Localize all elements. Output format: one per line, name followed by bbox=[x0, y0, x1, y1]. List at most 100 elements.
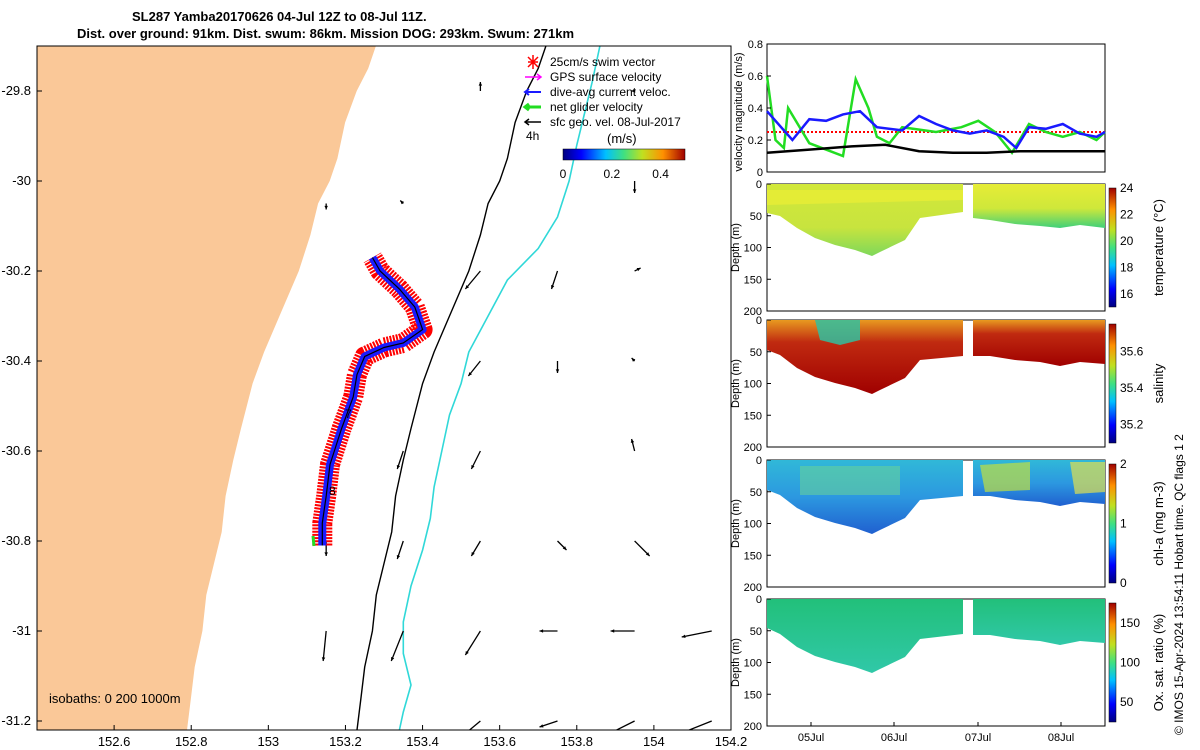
map-xtick-label: 154 bbox=[643, 734, 665, 749]
chla-high-patch bbox=[980, 462, 1030, 492]
credit-text: © IMOS 15-Apr-2024 13:54:11 Hobart time.… bbox=[1172, 434, 1186, 735]
chla-ytick-label: 100 bbox=[744, 519, 762, 531]
temperature-panel bbox=[766, 183, 1106, 312]
geo-vector-16 bbox=[470, 540, 481, 557]
geo-vector-15 bbox=[396, 540, 404, 560]
oxygen-ytick-label: 150 bbox=[744, 689, 762, 701]
salinity-panel bbox=[766, 319, 1106, 448]
salinity-colorbar-tick: 35.2 bbox=[1120, 418, 1144, 432]
temperature-colorbar-tick: 22 bbox=[1120, 207, 1134, 221]
salinity-colorbar-tick: 35.6 bbox=[1120, 344, 1144, 358]
velocity-ytick-label: 0.2 bbox=[748, 135, 763, 147]
geo-vector-23 bbox=[610, 629, 635, 633]
geo-vector-6 bbox=[550, 270, 559, 290]
chla-colorbar-tick: 1 bbox=[1120, 517, 1127, 531]
velocity-series-3 bbox=[766, 143, 1105, 155]
net-glider-marker bbox=[311, 535, 316, 547]
map-colorbar-tick: 0.2 bbox=[603, 167, 620, 181]
temperature-ylabel: Depth (m) bbox=[730, 223, 742, 272]
geo-vector-26 bbox=[539, 720, 558, 728]
map-ytick-label: -30.6 bbox=[1, 443, 31, 458]
map-ytick-label: -30.8 bbox=[1, 533, 31, 548]
velocity-series-1 bbox=[765, 74, 1106, 158]
velocity-ylabel: velocity magnitude (m/s) bbox=[733, 52, 745, 171]
temperature-ytick-label: 100 bbox=[744, 243, 762, 255]
geo-vector-24 bbox=[681, 630, 712, 638]
salinity-fresh-patch bbox=[815, 320, 860, 345]
map-xtick-label: 154.2 bbox=[715, 734, 748, 749]
chla-panel bbox=[766, 459, 1106, 588]
map-xtick-label: 153 bbox=[257, 734, 279, 749]
salinity-colorbar-tick: 35.4 bbox=[1120, 381, 1144, 395]
velocity-ytick-label: 0.6 bbox=[748, 71, 763, 83]
coastline bbox=[356, 46, 547, 730]
map-xtick-label: 152.8 bbox=[175, 734, 208, 749]
salinity-ytick-label: 100 bbox=[744, 379, 762, 391]
legend-icon-dive-avg bbox=[523, 88, 541, 96]
map-colorbar-tick: 0.4 bbox=[652, 167, 669, 181]
map-frame bbox=[36, 45, 732, 731]
map-legend: 25cm/s swim vector GPS surface velocity … bbox=[522, 55, 681, 129]
temperature-colorbar bbox=[1108, 187, 1117, 308]
profile-axes: 0 50 100 150 200 Depth (m) 0 50 100 150 200 Depth (… bbox=[730, 179, 771, 733]
chla-colorbar-tick: 2 bbox=[1120, 457, 1127, 471]
oxygen-ytick-label: 200 bbox=[744, 721, 762, 733]
legend-icon-gps-velocity bbox=[525, 73, 543, 81]
salinity-ytick-label: 200 bbox=[744, 442, 762, 454]
map-ytick-label: -31 bbox=[12, 623, 31, 638]
map-colorbar: 0 0.2 0.4 bbox=[560, 148, 686, 181]
geo-vector-4 bbox=[632, 181, 637, 193]
geo-vector-28 bbox=[687, 720, 712, 730]
map-ytick-label: -30.4 bbox=[1, 353, 31, 368]
salinity-colorbar-label: salinity bbox=[1151, 363, 1166, 403]
map-ytick-label: -30 bbox=[12, 173, 31, 188]
geo-vector-22 bbox=[539, 629, 558, 633]
temperature-colorbar-tick: 24 bbox=[1120, 181, 1134, 195]
oxygen-ytick-label: 50 bbox=[750, 626, 762, 638]
geo-vector-19 bbox=[321, 630, 327, 662]
velocity-series bbox=[765, 74, 1106, 158]
chla-colorbar bbox=[1108, 463, 1117, 584]
isobath-1000m bbox=[398, 46, 601, 730]
chla-ytick-label: 150 bbox=[744, 550, 762, 562]
legend-label-net-glider: net glider velocity bbox=[550, 100, 643, 114]
map-ytick-label: -31.2 bbox=[1, 713, 31, 728]
chla-colorbar-tick: 0 bbox=[1120, 576, 1127, 590]
geo-vector-1 bbox=[399, 200, 405, 205]
title-line-2: Dist. over ground: 91km. Dist. swum: 86k… bbox=[77, 26, 575, 41]
oxygen-colorbar bbox=[1108, 602, 1117, 723]
temperature-ytick-label: 50 bbox=[750, 211, 762, 223]
map-colorbar-tick: 0 bbox=[560, 167, 567, 181]
map-colorbar-bar bbox=[562, 148, 686, 161]
geo-vector-25 bbox=[468, 720, 481, 730]
map-ytick-label: -29.8 bbox=[1, 83, 31, 98]
map-xtick-label: 153.6 bbox=[483, 734, 516, 749]
oxygen-colorbar-tick: 150 bbox=[1120, 616, 1140, 630]
temperature-colorbar-tick: 16 bbox=[1120, 287, 1134, 301]
temperature-ytick-label: 150 bbox=[744, 274, 762, 286]
oxygen-section-2 bbox=[973, 599, 1105, 645]
geo-vector-10 bbox=[631, 357, 636, 362]
geo-vector-3 bbox=[631, 89, 636, 93]
oxygen-panel bbox=[766, 598, 1106, 727]
chla-colorbar-label: chl-a (mg m-3) bbox=[1151, 481, 1166, 566]
geo-vector-5 bbox=[464, 270, 481, 290]
geo-vector-20 bbox=[390, 630, 404, 662]
temperature-ytick-label: 200 bbox=[744, 306, 762, 318]
geo-vector-17 bbox=[557, 540, 567, 551]
temperature-warm-band bbox=[767, 190, 963, 205]
geo-vector-7 bbox=[634, 267, 641, 272]
geo-velocity-vectors bbox=[321, 82, 712, 730]
annotation-7: 7 bbox=[345, 407, 352, 421]
temperature-section-2 bbox=[973, 184, 1105, 228]
time-xtick-label: 07Jul bbox=[965, 732, 991, 744]
oxygen-colorbar-tick: 100 bbox=[1120, 656, 1140, 670]
geo-vector-13 bbox=[630, 438, 636, 452]
map-ytick-label: -30.2 bbox=[1, 263, 31, 278]
oxygen-ylabel: Depth (m) bbox=[730, 638, 742, 687]
oxygen-ytick-label: 0 bbox=[756, 594, 762, 606]
velocity-ytick-label: 0.4 bbox=[748, 103, 763, 115]
time-xtick-label: 08Jul bbox=[1048, 732, 1074, 744]
